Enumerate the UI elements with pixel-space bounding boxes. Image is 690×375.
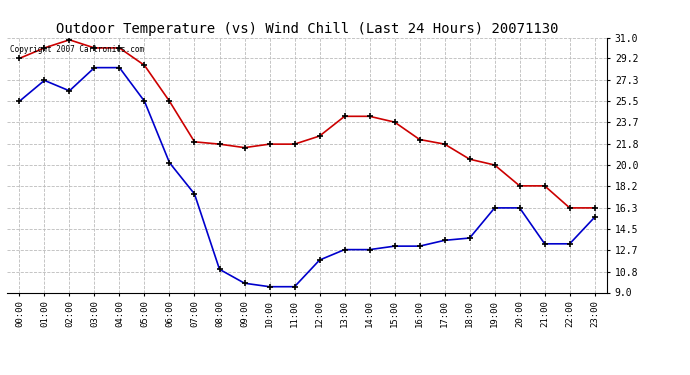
Title: Outdoor Temperature (vs) Wind Chill (Last 24 Hours) 20071130: Outdoor Temperature (vs) Wind Chill (Las…	[56, 22, 558, 36]
Text: Copyright 2007 Cartronics.com: Copyright 2007 Cartronics.com	[10, 45, 144, 54]
